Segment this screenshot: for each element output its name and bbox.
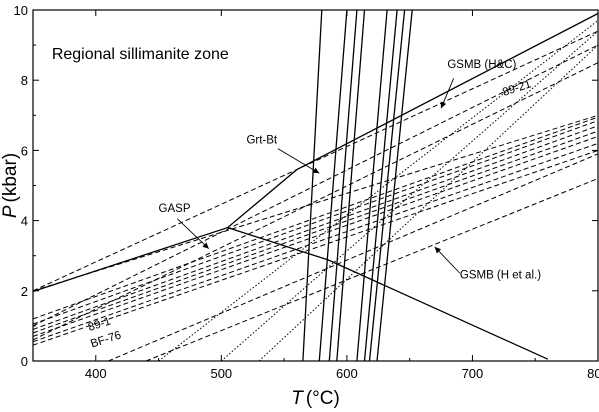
annotation-leaders <box>177 78 461 274</box>
y-tick-label: 4 <box>21 214 28 229</box>
series-line-19 <box>33 149 598 346</box>
series-line-15 <box>33 125 598 330</box>
y-tick-label: 2 <box>21 284 28 299</box>
series-line-16 <box>33 130 598 334</box>
y-axis-title: P (kbar) <box>0 153 21 218</box>
x-tick-label: 400 <box>85 366 107 381</box>
label-89-1: 89-1 <box>87 315 113 334</box>
series-line-26 <box>33 62 598 341</box>
series-line-24 <box>258 44 598 361</box>
series-line-25 <box>33 44 598 327</box>
leader-gasp-arrowhead <box>202 242 209 249</box>
series-line-4 <box>318 10 348 361</box>
y-axis-ticks: 0 2 4 6 8 10 <box>14 3 598 369</box>
x-axis-title: T (°C) <box>291 388 340 409</box>
series-line-12 <box>33 114 598 292</box>
series-line-3 <box>302 10 323 361</box>
leader-gsmb-h-arrowhead <box>434 246 442 254</box>
label-89-21: 89-21 <box>501 78 533 99</box>
series-line-2 <box>227 226 549 360</box>
series-line-22 <box>158 20 598 361</box>
y-tick-label: 0 <box>21 354 28 369</box>
annotation-regional-zone: Regional sillimanite zone <box>52 46 229 63</box>
series-layer <box>33 10 598 361</box>
leader-grt-bt-arrowhead <box>312 167 320 174</box>
series-line-1 <box>33 12 598 293</box>
x-axis-symbol: T <box>291 388 304 409</box>
x-tick-label: 500 <box>210 366 232 381</box>
series-line-5 <box>328 10 358 361</box>
series-line-6 <box>336 10 366 361</box>
label-gsmb-hc: GSMB (H&C) <box>447 59 516 71</box>
leader-gsmb-hc-arrowhead <box>440 101 447 109</box>
x-tick-label: 700 <box>462 366 484 381</box>
series-line-20 <box>108 153 598 361</box>
y-tick-label: 10 <box>14 3 28 18</box>
series-line-14 <box>33 120 598 325</box>
y-axis-symbol: P <box>0 205 21 218</box>
series-line-18 <box>33 142 598 343</box>
x-axis-ticks: 400 500 600 700 800 <box>32 10 599 381</box>
series-line-23 <box>220 30 598 361</box>
leader-grt-bt <box>277 148 320 174</box>
label-grt-bt: Grt-Bt <box>246 134 277 146</box>
leader-gasp <box>177 218 210 250</box>
y-tick-label: 8 <box>21 73 28 88</box>
y-tick-label: 6 <box>21 143 28 158</box>
label-gasp: GASP <box>159 203 191 215</box>
x-tick-label: 600 <box>336 366 358 381</box>
x-tick-label: 800 <box>587 366 599 381</box>
series-line-9 <box>368 10 406 361</box>
series-line-21 <box>145 178 598 361</box>
series-line-8 <box>363 10 398 361</box>
y-axis-unit: (kbar) <box>0 153 21 203</box>
series-line-10 <box>376 10 413 361</box>
series-line-17 <box>33 135 598 337</box>
series-line-13 <box>33 116 598 320</box>
leader-gsmb-h <box>434 246 461 274</box>
label-gsmb-h-et-al: GSMB (H et al.) <box>460 270 541 282</box>
x-axis-unit: (°C) <box>306 388 340 409</box>
